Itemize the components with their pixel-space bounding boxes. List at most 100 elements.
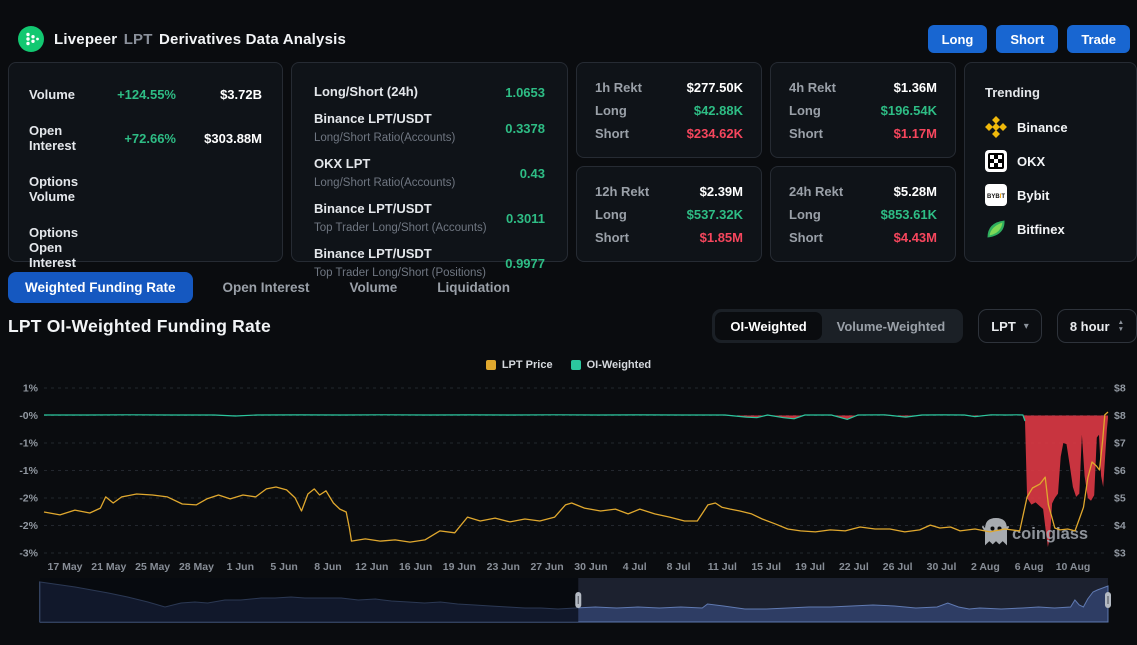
oi-weighted-swatch [570,360,581,370]
y-left-tick: -2% [19,520,38,532]
trending-item-okx[interactable]: OKX [985,150,1116,172]
rekt-card-12h: 12h Rekt $2.39M Long $537.32K Short $1.85M [576,166,762,262]
chart-title: LPT OI-Weighted Funding Rate [8,315,271,336]
ratio-row-top-trader-positions: Binance LPT/USDT Top Trader Long/Short (P… [314,246,545,279]
symbol-select[interactable]: LPT ▾ [978,309,1042,343]
stat-row-options-open-interest: Options Open Interest [29,225,79,270]
summary-panels: Volume +124.55% $3.72B Open Interest +72… [8,62,1137,279]
navigator-unselected [40,578,579,622]
y-right-tick: $6 [1114,465,1126,477]
page-title: Livepeer LPT Derivatives Data Analysis [54,30,347,48]
ratio-value: 0.3378 [505,120,545,136]
stepper-icon: ▲ ▼ [1117,319,1124,333]
trending-item-bybit[interactable]: BYBIT Bybit [985,184,1116,206]
svg-text:1 Jun: 1 Jun [227,561,254,573]
ratio-value: 0.43 [519,165,545,181]
legend-lpt-price[interactable]: LPT Price [485,359,553,371]
svg-text:5 Jun: 5 Jun [270,561,297,573]
market-stats-panel: Volume +124.55% $3.72B Open Interest +72… [8,62,283,270]
tab-weighted-funding-rate[interactable]: Weighted Funding Rate [8,272,193,303]
lpt-price-swatch [485,360,496,370]
svg-text:17 May: 17 May [47,561,82,573]
svg-text:19 Jul: 19 Jul [795,561,825,573]
y-right-tick: $8 [1114,383,1126,395]
bitfinex-logo-icon [987,220,1005,238]
oi-change: +72.66% [124,130,176,146]
long-button[interactable]: Long [927,25,988,53]
chart-navigator[interactable] [39,578,1111,623]
stat-row-options-volume: Options Volume [29,174,79,204]
legend-oi-weighted[interactable]: OI-Weighted [570,359,651,371]
svg-text:26 Jul: 26 Jul [883,561,913,573]
short-button[interactable]: Short [996,25,1059,53]
oi-value: $303.88M [204,130,262,146]
ratio-row-24h: Long/Short (24h) 1.0653 [314,84,545,100]
tab-open-interest[interactable]: Open Interest [213,272,320,303]
rekt-panels: 1h Rekt $277.50K Long $42.88K Short $234.62… [576,62,956,262]
trending-panel: Trending Binance [964,62,1137,262]
rekt-card-24h: 24h Rekt $5.28M Long $853.61K Short $4.43M [770,166,956,262]
svg-text:12 Jun: 12 Jun [355,561,388,573]
ratio-value: 0.3011 [505,210,545,226]
volume-weighted-toggle[interactable]: Volume-Weighted [822,312,961,340]
y-left-tick: -3% [19,548,38,560]
svg-text:8 Jul: 8 Jul [667,561,691,573]
okx-logo-icon [985,150,1007,172]
svg-text:19 Jun: 19 Jun [443,561,476,573]
svg-text:BYBIT: BYBIT [987,194,1005,200]
svg-text:4 Jul: 4 Jul [623,561,647,573]
stat-row-volume: Volume +124.55% $3.72B [29,87,262,102]
livepeer-logo-icon [18,26,44,52]
y-left-tick: -2% [19,493,38,505]
volume-change: +124.55% [117,87,176,102]
navigator-handle-right[interactable] [1105,592,1111,608]
svg-text:8 Jun: 8 Jun [314,561,341,573]
navigator-selection[interactable] [578,578,1108,622]
chevron-down-icon: ▾ [1023,320,1029,332]
trending-item-bitfinex[interactable]: Bitfinex [985,218,1116,240]
svg-text:15 Jul: 15 Jul [751,561,781,573]
trending-title: Trending [985,85,1040,100]
svg-text:2 Aug: 2 Aug [971,561,1000,573]
svg-text:28 May: 28 May [179,561,214,573]
y-right-tick: $7 [1114,438,1126,450]
svg-text:23 Jun: 23 Jun [487,561,520,573]
tab-volume[interactable]: Volume [340,272,408,303]
ratio-value: 1.0653 [505,84,545,100]
trending-item-binance[interactable]: Binance [985,116,1116,138]
chart-controls: OI-Weighted Volume-Weighted LPT ▾ 8 hour… [712,309,1137,343]
chart-tabs: Weighted Funding Rate Open Interest Volu… [8,272,520,303]
y-left-tick: -1% [19,438,38,450]
bybit-logo-icon: BYBIT [985,184,1007,206]
binance-logo-icon [985,116,1007,138]
oi-weighted-toggle[interactable]: OI-Weighted [715,312,822,340]
svg-text:11 Jul: 11 Jul [708,561,737,573]
trade-button[interactable]: Trade [1067,25,1130,53]
y-left-tick: -0% [19,410,38,422]
svg-text:25 May: 25 May [135,561,170,573]
page-header: Livepeer LPT Derivatives Data Analysis L… [0,20,1137,58]
x-axis-labels: 17 May 21 May 25 May 28 May 1 Jun 5 Jun 8 Jun 1… [47,561,1090,573]
y-left-tick: 1% [23,383,39,395]
svg-text:6 Aug: 6 Aug [1015,561,1044,573]
svg-text:30 Jun: 30 Jun [574,561,607,573]
stat-row-open-interest: Open Interest +72.66% $303.88M [29,123,262,153]
y-right-tick: $5 [1114,493,1126,505]
weighting-toggle: OI-Weighted Volume-Weighted [712,309,964,343]
svg-text:21 May: 21 May [91,561,126,573]
funding-rate-chart[interactable]: 1% $8 -0% $8 -1% $7 -1% $6 -2% $5 -2% $4 -3% $3 17 May… [0,372,1137,645]
rekt-card-1h: 1h Rekt $277.50K Long $42.88K Short $234.62… [576,62,762,158]
ratio-row-binance-accounts: Binance LPT/USDT Long/Short Ratio(Account… [314,111,545,144]
svg-text:22 Jul: 22 Jul [839,561,869,573]
navigator-handle-left[interactable] [575,592,582,608]
y-right-tick: $4 [1114,520,1126,532]
chart-header: LPT OI-Weighted Funding Rate OI-Weighted… [8,309,1137,343]
long-short-ratio-panel: Long/Short (24h) 1.0653 Binance LPT/USDT… [291,62,568,279]
symbol-label: LPT [123,30,153,48]
interval-select[interactable]: 8 hour ▲ ▼ [1056,309,1137,343]
tab-liquidation[interactable]: Liquidation [427,272,520,303]
svg-text:30 Jul: 30 Jul [927,561,957,573]
volume-value: $3.72B [220,87,262,102]
coinglass-watermark: coinglass [982,517,1088,546]
